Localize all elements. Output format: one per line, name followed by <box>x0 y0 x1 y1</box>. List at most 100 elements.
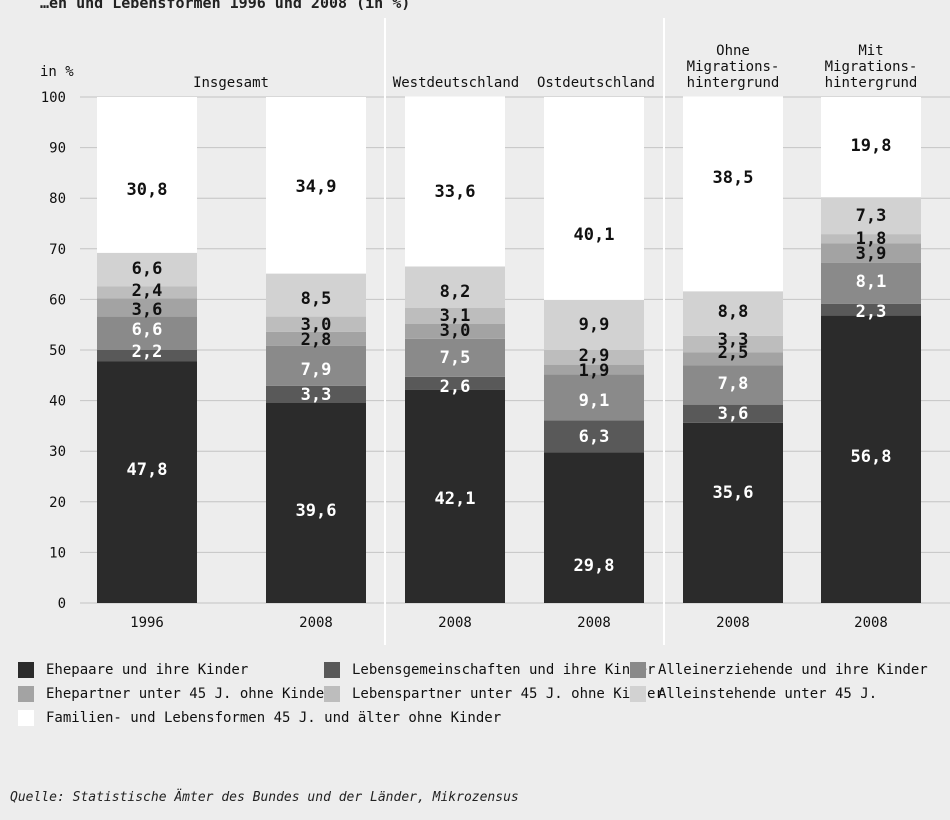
legend-swatch <box>324 662 340 678</box>
value-label: 9,9 <box>579 315 610 335</box>
legend-item: Ehepartner unter 45 J. ohne Kinder <box>18 684 333 704</box>
bar-segment <box>683 352 783 366</box>
value-label: 34,9 <box>296 177 337 197</box>
x-tick-label: 1996 <box>130 615 164 631</box>
bar-segment <box>266 273 366 317</box>
y-tick-label: 80 <box>49 191 66 207</box>
bar-segment <box>544 299 644 350</box>
group-header-label: Insgesamt <box>193 75 269 91</box>
legend-label: Ehepartner unter 45 J. ohne Kinder <box>46 686 333 702</box>
bar-segment <box>544 97 644 300</box>
legend-swatch <box>18 686 34 702</box>
value-label: 40,1 <box>574 225 615 245</box>
legend-swatch <box>18 710 34 726</box>
value-label: 19,8 <box>851 136 892 156</box>
y-tick-label: 70 <box>49 242 66 258</box>
value-label: 2,6 <box>440 377 471 397</box>
group-header-label: Ohne <box>716 43 750 59</box>
bar-segment <box>405 323 505 339</box>
bar-segment <box>405 308 505 324</box>
value-label: 56,8 <box>851 447 892 467</box>
legend-item: Familien- und Lebensformen 45 J. und ält… <box>18 708 501 728</box>
value-label: 6,6 <box>132 320 163 340</box>
source-note: Quelle: Statistische Ämter des Bundes un… <box>10 790 519 805</box>
value-label: 3,6 <box>718 404 749 424</box>
value-label: 1,9 <box>579 361 610 381</box>
chart-title-fragment: …en und Lebensformen 1996 und 2008 (in %… <box>40 0 411 12</box>
value-label: 39,6 <box>296 501 337 521</box>
legend-label: Lebenspartner unter 45 J. ohne Kinder <box>352 686 664 702</box>
group-header-label: hintergrund <box>825 75 918 91</box>
legend-item: Lebensgemeinschaften und ihre Kinder <box>324 660 655 680</box>
bar-segment <box>405 376 505 390</box>
bar-segment <box>821 262 921 304</box>
x-tick-label: 2008 <box>438 615 472 631</box>
bar-segment <box>544 374 644 421</box>
bar-segment <box>683 291 783 336</box>
value-label: 2,5 <box>718 343 749 363</box>
bar-segment <box>266 316 366 332</box>
legend-swatch <box>630 686 646 702</box>
value-label: 2,9 <box>579 346 610 366</box>
value-label: 3,9 <box>856 244 887 264</box>
bar-segment <box>544 420 644 453</box>
bar-segment <box>544 364 644 375</box>
bar-segment <box>266 345 366 386</box>
y-tick-label: 50 <box>49 343 66 359</box>
value-label: 38,5 <box>713 168 754 188</box>
group-header-label: Ostdeutschland <box>537 75 655 91</box>
x-tick-label: 2008 <box>854 615 888 631</box>
group-header-label: Westdeutschland <box>393 75 519 91</box>
value-label: 2,2 <box>132 342 163 362</box>
bar-segment <box>266 402 366 603</box>
value-label: 3,3 <box>301 385 332 405</box>
bar-segment <box>266 97 366 274</box>
value-label: 7,9 <box>301 360 332 380</box>
stacked-bar-chart: 0 10 20 30 40 50 60 70 80 90 100 in % Insgesamt Westd… <box>40 18 950 645</box>
value-label: 3,3 <box>718 330 749 350</box>
legend-swatch <box>18 662 34 678</box>
y-tick-label: 40 <box>49 394 66 410</box>
bar-segment <box>97 361 197 603</box>
value-label: 8,5 <box>301 289 332 309</box>
y-tick-label: 60 <box>49 292 66 308</box>
bar-segment <box>97 298 197 317</box>
legend-label: Ehepaare und ihre Kinder <box>46 662 249 678</box>
value-label: 42,1 <box>435 489 476 509</box>
legend-label: Familien- und Lebensformen 45 J. und ält… <box>46 710 502 726</box>
value-label: 8,1 <box>856 272 887 292</box>
value-label: 47,8 <box>127 460 168 480</box>
y-tick-label: 100 <box>41 90 66 106</box>
value-label: 7,5 <box>440 348 471 368</box>
value-label: 7,3 <box>856 206 887 226</box>
y-tick-label: 10 <box>49 545 66 561</box>
group-header-label: Mit <box>858 43 883 59</box>
bar-segment <box>266 331 366 346</box>
bar-segment <box>821 315 921 603</box>
bar-segment <box>544 452 644 603</box>
value-label: 29,8 <box>574 556 615 576</box>
x-tick-label: 2008 <box>299 615 333 631</box>
legend-swatch <box>324 686 340 702</box>
legend-item: Ehepaare und ihre Kinder <box>18 660 248 680</box>
bar-segment <box>683 96 783 292</box>
bar-segment <box>97 316 197 350</box>
bar-segment <box>405 266 505 309</box>
value-label: 2,4 <box>132 281 163 301</box>
legend-item: Alleinstehende unter 45 J. <box>630 684 877 704</box>
value-label: 6,6 <box>132 259 163 279</box>
bar-segment <box>683 422 783 603</box>
value-label: 3,6 <box>132 300 163 320</box>
y-tick-label: 30 <box>49 444 66 460</box>
value-label: 3,0 <box>301 315 332 335</box>
value-label: 9,1 <box>579 391 610 411</box>
legend-swatch <box>630 662 646 678</box>
legend-item: Alleinerziehende und ihre Kinder <box>630 660 928 680</box>
bar-segment <box>683 335 783 353</box>
x-tick-label: 2008 <box>716 615 750 631</box>
y-tick-label: 20 <box>49 495 66 511</box>
bar-segment <box>266 385 366 403</box>
legend-label: Lebensgemeinschaften und ihre Kinder <box>352 662 656 678</box>
bar-segment <box>97 286 197 299</box>
